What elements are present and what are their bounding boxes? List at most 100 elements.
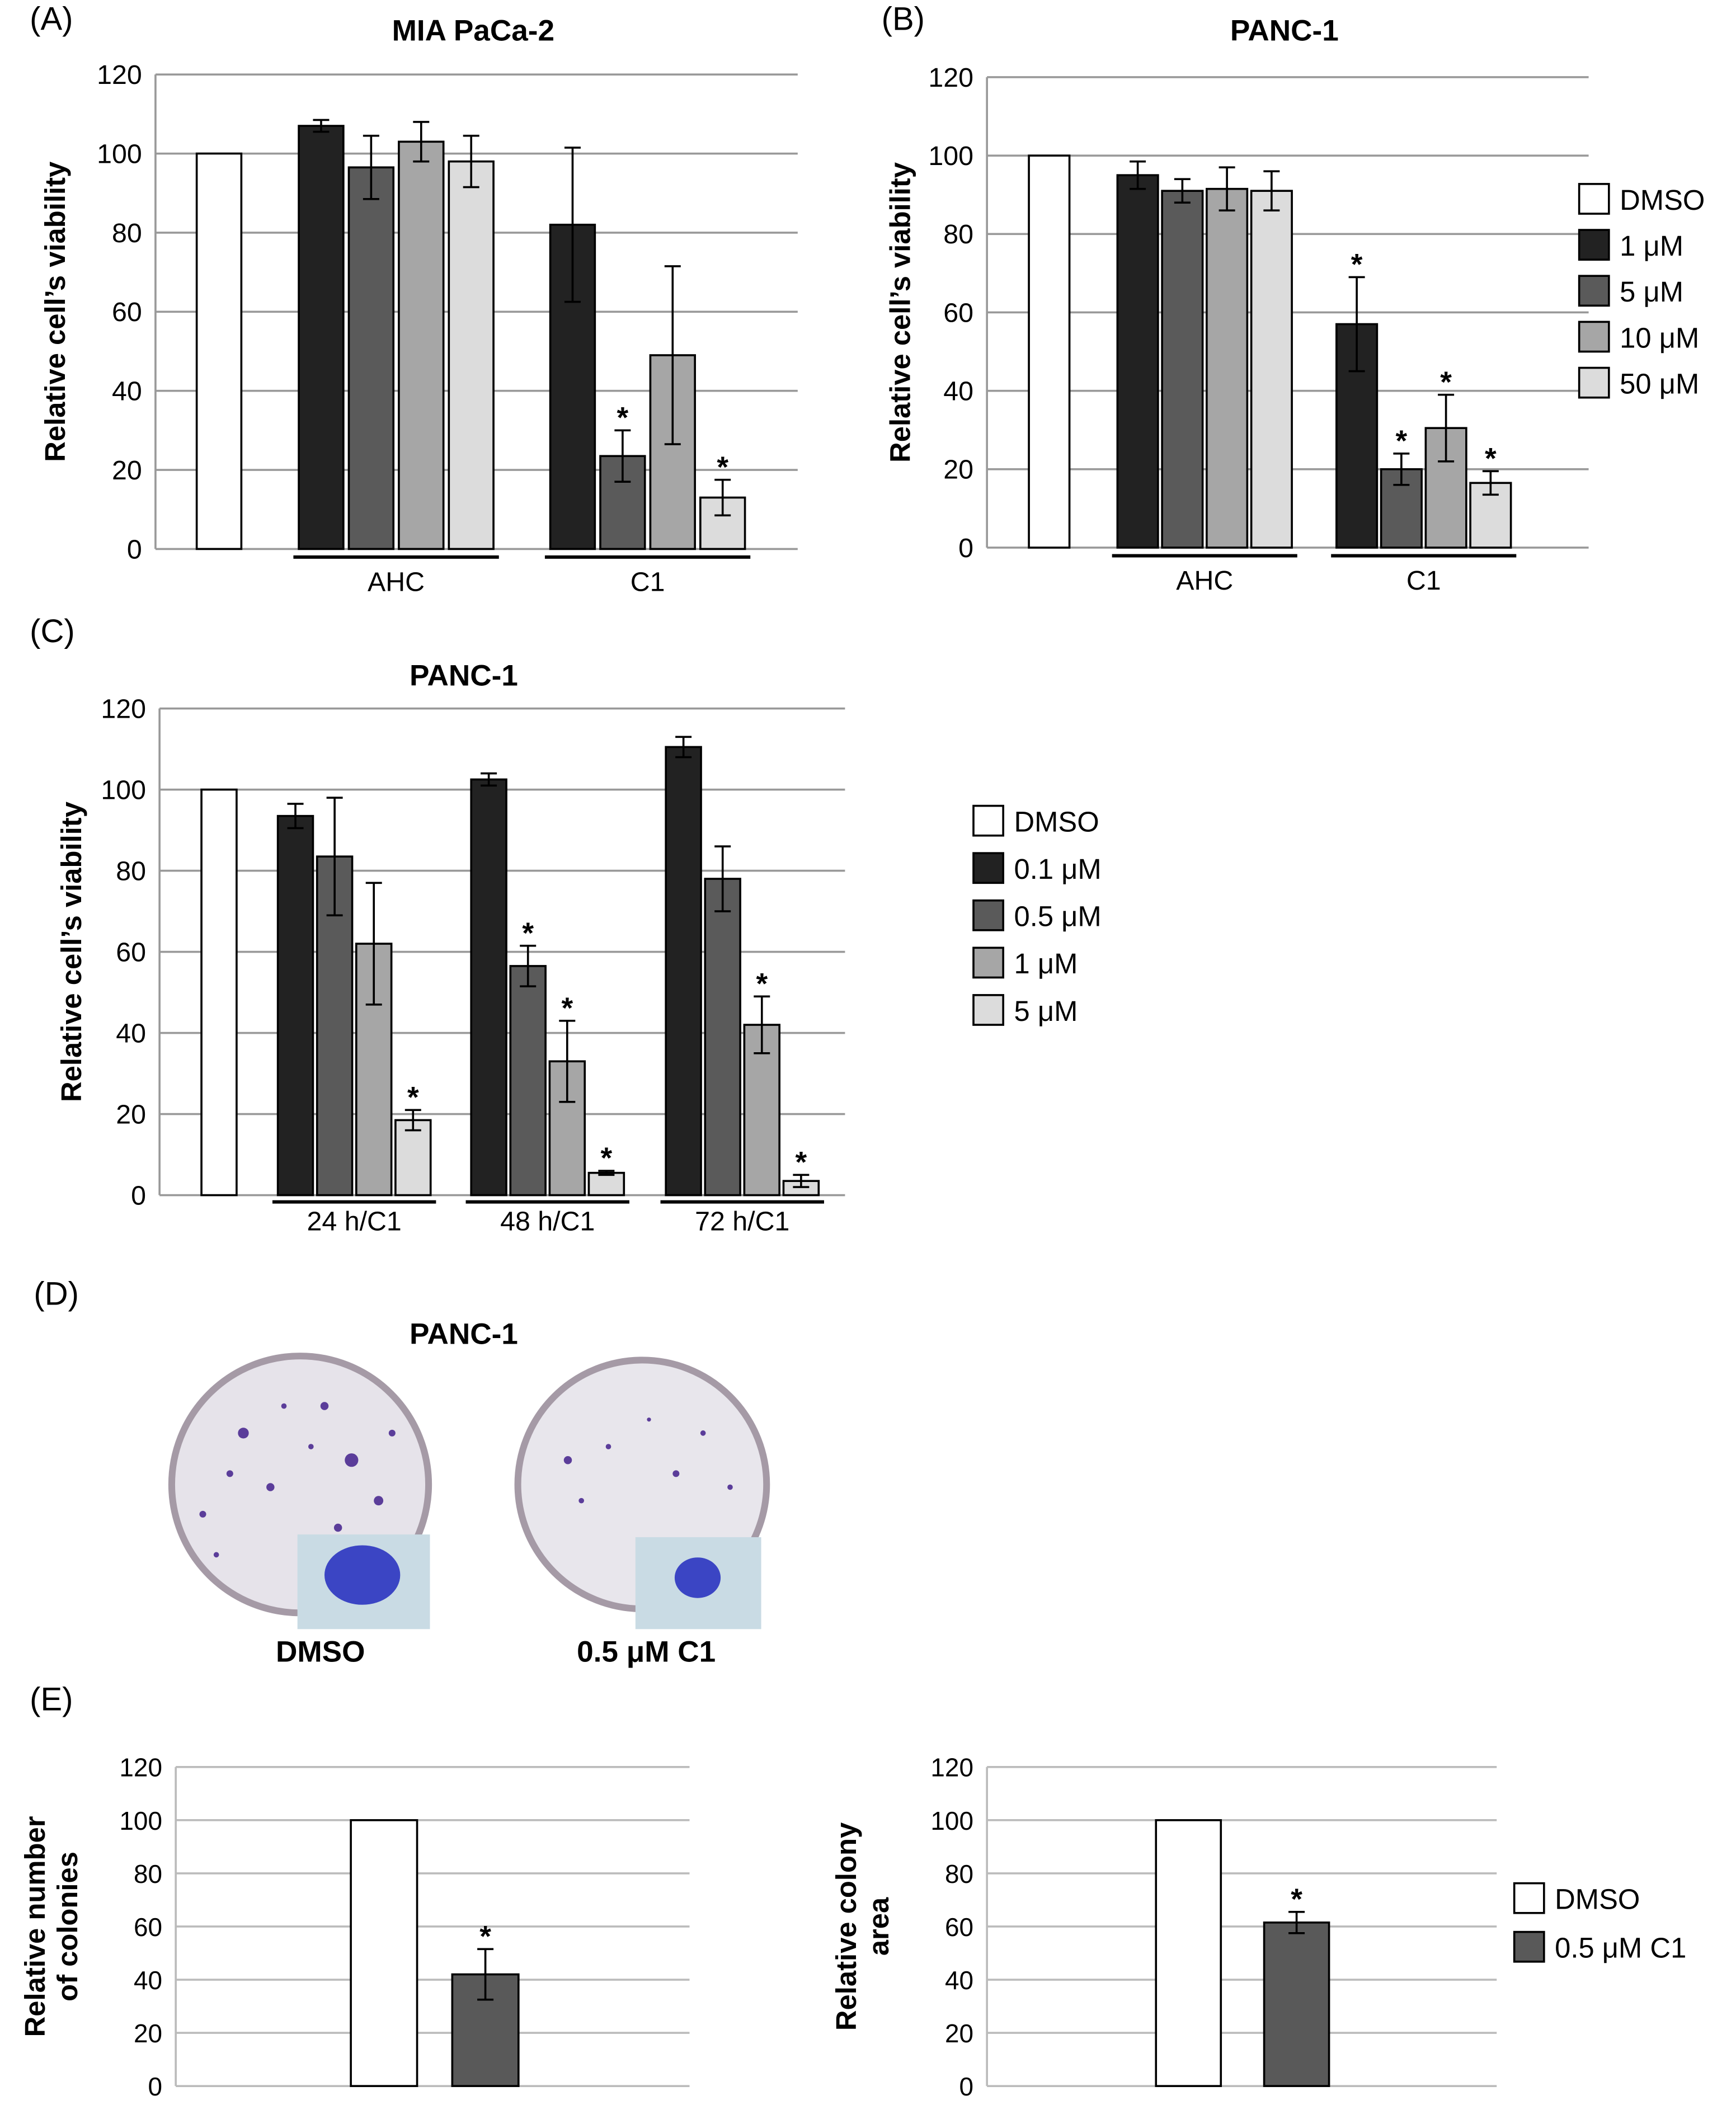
bar	[704, 878, 741, 1197]
bar	[1028, 154, 1071, 549]
bar	[1161, 190, 1204, 549]
legend-swatch	[1578, 275, 1610, 307]
legend-swatch	[1578, 321, 1610, 353]
bar	[394, 1119, 432, 1197]
bar	[448, 160, 495, 550]
legend-swatch	[972, 994, 1004, 1026]
y-tick-label: 20	[945, 2019, 973, 2048]
y-tick-label: 80	[945, 1859, 973, 1888]
photo-label: DMSO	[276, 1635, 365, 1668]
y-axis-label: Relative cell’s viability	[55, 802, 87, 1102]
y-tick-label: 100	[119, 1806, 162, 1835]
x-tick-label: 24 h/C1	[307, 1206, 402, 1236]
y-tick-label: 120	[928, 63, 973, 93]
legend-swatch	[1578, 366, 1610, 399]
legend-swatch	[972, 852, 1004, 884]
y-tick-label: 80	[112, 218, 142, 248]
colonies	[199, 1402, 733, 1558]
y-tick-label: 20	[943, 455, 973, 485]
chart-title: MIA PaCa-2	[392, 15, 554, 48]
y-tick-label: 0	[958, 533, 973, 563]
significance-star: *	[561, 992, 573, 1025]
y-tick-label: 100	[930, 1806, 973, 1835]
y-tick-label: 100	[97, 139, 142, 169]
y-tick-label: 60	[112, 297, 142, 327]
y-tick-label: 40	[112, 376, 142, 407]
y-tick-label: 60	[116, 937, 146, 967]
bar	[1116, 174, 1159, 549]
panel-label: (C)	[30, 613, 75, 649]
x-tick-label: C1	[1406, 566, 1441, 596]
colony-zoom	[674, 1557, 721, 1598]
y-tick-label: 40	[134, 1966, 162, 1995]
bar	[347, 166, 395, 550]
significance-star: *	[756, 967, 768, 1000]
bar	[350, 1819, 418, 2087]
chart-title: PANC-1	[410, 659, 518, 692]
y-tick-label: 80	[116, 856, 146, 886]
panel-label: (D)	[34, 1275, 79, 1312]
legend-swatch	[1578, 183, 1610, 215]
legend-label: 1 μM	[1620, 230, 1683, 262]
y-tick-label: 0	[959, 2072, 973, 2101]
y-tick-label: 120	[930, 1753, 973, 1782]
y-tick-label: 0	[148, 2072, 162, 2101]
bar	[276, 814, 314, 1197]
significance-star: *	[617, 401, 629, 434]
x-tick-label: AHC	[1176, 566, 1233, 596]
y-axis-label: Relative cell’s viability	[884, 162, 916, 463]
legend-label: 5 μM	[1620, 276, 1683, 308]
significance-star: *	[1440, 366, 1452, 399]
y-axis-label: Relative number	[19, 1816, 51, 2037]
photo-label: 0.5 μM C1	[577, 1635, 716, 1668]
legend-swatch	[1513, 1930, 1545, 1963]
legend-label: DMSO	[1555, 1883, 1640, 1915]
chart-title: PANC-1	[1230, 15, 1339, 48]
y-tick-label: 120	[101, 694, 146, 724]
y-tick-label: 60	[134, 1913, 162, 1942]
y-tick-label: 40	[116, 1018, 146, 1048]
bar	[587, 1171, 625, 1197]
y-tick-label: 60	[945, 1913, 973, 1942]
significance-star: *	[479, 1920, 491, 1953]
y-tick-label: 20	[112, 455, 142, 486]
bar	[298, 125, 345, 550]
legend-label: 0.5 μM C1	[1555, 1932, 1686, 1964]
bar	[200, 788, 238, 1197]
significance-star: *	[1291, 1883, 1302, 1916]
bar	[1206, 187, 1249, 549]
y-tick-label: 0	[131, 1180, 146, 1211]
y-axis-label: area	[863, 1897, 895, 1956]
significance-star: *	[601, 1142, 613, 1175]
significance-star: *	[407, 1081, 419, 1114]
bar	[1263, 1922, 1330, 2087]
legend-label: 5 μM	[1014, 995, 1078, 1027]
legend-swatch	[972, 899, 1004, 931]
dish-photos	[168, 1353, 770, 1630]
bar	[195, 152, 243, 550]
y-tick-label: 80	[134, 1859, 162, 1888]
legend-swatch	[1513, 1882, 1545, 1914]
y-tick-label: 120	[97, 60, 142, 90]
panel-label: (E)	[30, 1681, 73, 1717]
y-tick-label: 100	[101, 775, 146, 805]
bar	[1155, 1819, 1222, 2087]
bar	[398, 140, 445, 550]
significance-star: *	[717, 451, 728, 484]
y-axis-label: Relative colony	[830, 1822, 862, 2031]
legend-swatch	[972, 804, 1004, 837]
y-tick-label: 20	[134, 2019, 162, 2048]
bar	[665, 746, 702, 1197]
bar	[470, 778, 507, 1197]
y-axis-label: Relative cell’s viability	[39, 162, 71, 462]
x-tick-label: AHC	[368, 567, 425, 597]
panel-title: PANC-1	[410, 1317, 518, 1350]
legend-label: 1 μM	[1014, 948, 1078, 979]
x-tick-label: 48 h/C1	[500, 1206, 595, 1236]
y-tick-label: 60	[943, 298, 973, 328]
legend-swatch	[972, 946, 1004, 979]
legend-label: DMSO	[1014, 806, 1099, 837]
significance-star: *	[522, 917, 534, 950]
